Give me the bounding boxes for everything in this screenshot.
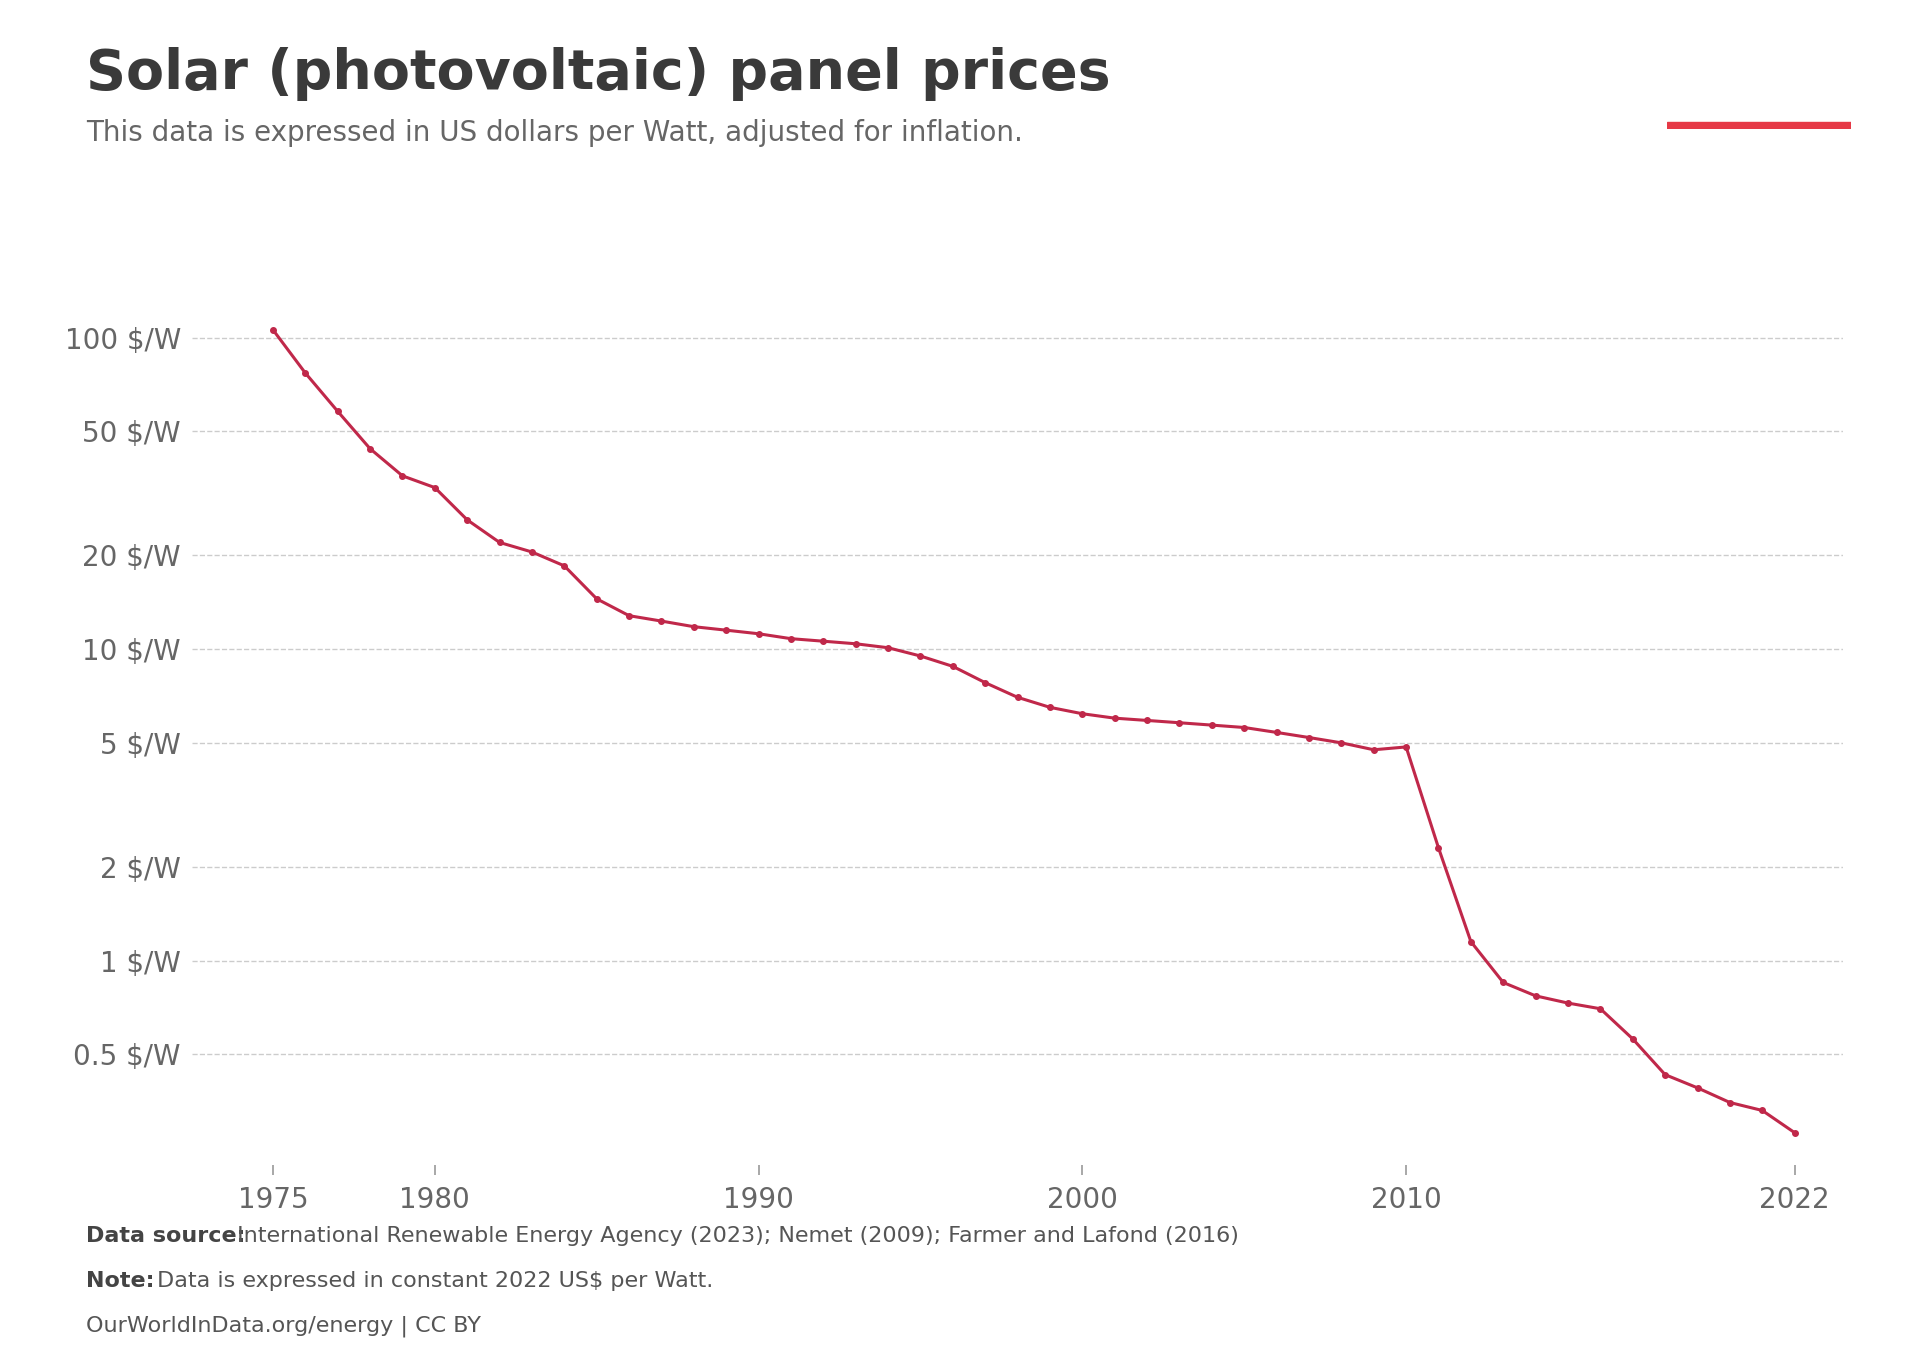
Text: International Renewable Energy Agency (2023); Nemet (2009); Farmer and Lafond (2: International Renewable Energy Agency (2… — [230, 1226, 1238, 1247]
Text: in Data: in Data — [1713, 91, 1805, 111]
Text: Data is expressed in constant 2022 US$ per Watt.: Data is expressed in constant 2022 US$ p… — [150, 1271, 712, 1291]
Text: Note:: Note: — [86, 1271, 156, 1291]
Text: Data source:: Data source: — [86, 1226, 246, 1247]
Bar — [1667, 122, 1851, 129]
Text: OurWorldInData.org/energy | CC BY: OurWorldInData.org/energy | CC BY — [86, 1316, 482, 1337]
Text: This data is expressed in US dollars per Watt, adjusted for inflation.: This data is expressed in US dollars per… — [86, 119, 1023, 148]
Text: Solar (photovoltaic) panel prices: Solar (photovoltaic) panel prices — [86, 47, 1112, 102]
Text: Our World: Our World — [1695, 56, 1822, 76]
